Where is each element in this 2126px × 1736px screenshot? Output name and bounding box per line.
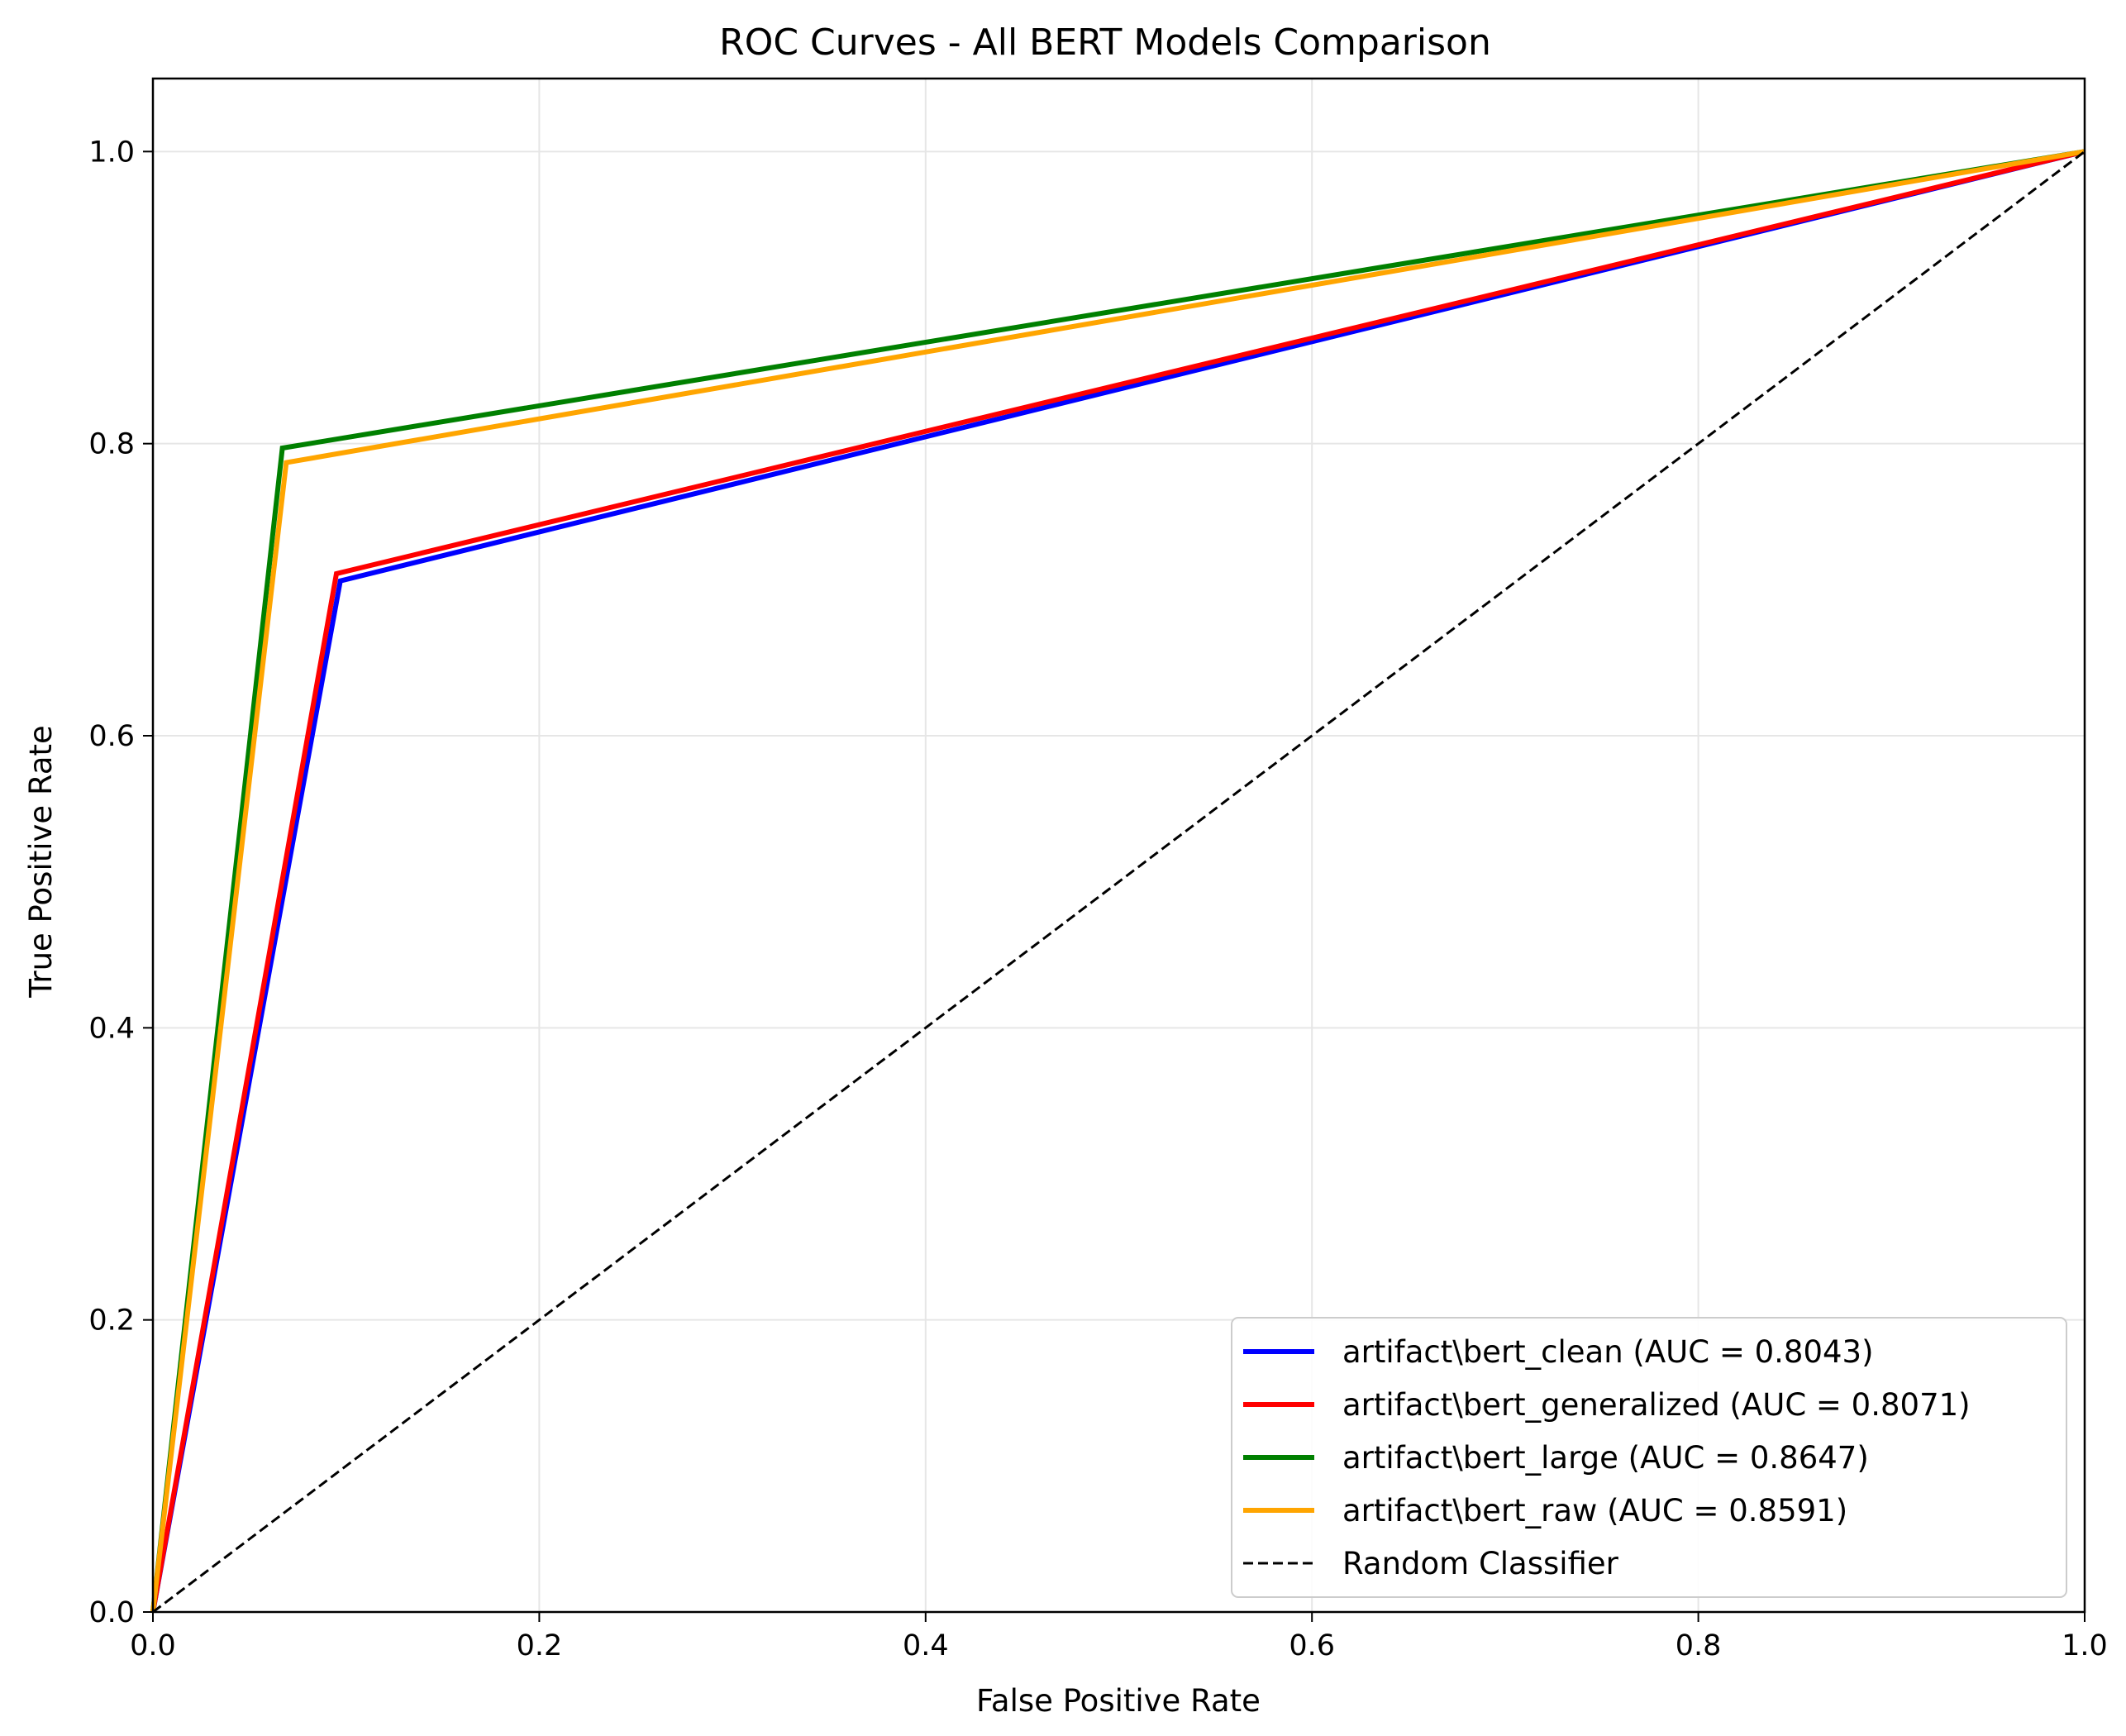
- legend-box: [1231, 1317, 2067, 1598]
- y-tick-label: 0.6: [88, 720, 135, 753]
- x-tick-label: 0.2: [517, 1629, 563, 1662]
- y-tick-label: 0.0: [88, 1596, 135, 1629]
- x-tick-label: 1.0: [2062, 1629, 2108, 1662]
- plot-area-frame: [151, 77, 2086, 1614]
- legend-label: artifact\bert_large (AUC = 0.8647): [1342, 1440, 1869, 1476]
- legend-label: artifact\bert_raw (AUC = 0.8591): [1342, 1493, 1847, 1529]
- series-line-random-classifier: [152, 150, 2085, 1614]
- series-line-artifact-bert-raw: [150, 149, 2085, 1613]
- x-tick-label: 0.4: [903, 1629, 949, 1662]
- legend-label: Random Classifier: [1342, 1546, 1619, 1581]
- x-axis-label: False Positive Rate: [976, 1683, 1261, 1719]
- series-line-artifact-bert-generalized: [150, 149, 2085, 1613]
- grid: [152, 79, 2085, 1613]
- y-tick-label: 0.8: [88, 428, 135, 461]
- legend-label: artifact\bert_generalized (AUC = 0.8071): [1342, 1387, 1971, 1423]
- x-tick-label: 0.0: [130, 1629, 176, 1662]
- series-lines: [150, 149, 2085, 1614]
- chart-title: ROC Curves - All BERT Models Comparison: [719, 21, 1491, 64]
- legend: artifact\bert_clean (AUC = 0.8043) artifa…: [1231, 1317, 2067, 1598]
- y-axis-label: True Positive Rate: [23, 725, 59, 999]
- legend-label: artifact\bert_clean (AUC = 0.8043): [1342, 1334, 1874, 1370]
- axis-ticks: 0.0 0.2 0.4 0.6 0.8 1.0 0.0 0.2 0.4 0.6 0.8 1.0: [88, 136, 2108, 1662]
- x-tick-label: 0.8: [1676, 1629, 1722, 1662]
- y-tick-label: 1.0: [88, 136, 135, 169]
- x-tick-label: 0.6: [1289, 1629, 1335, 1662]
- y-tick-label: 0.2: [88, 1304, 135, 1338]
- y-tick-label: 0.4: [88, 1012, 135, 1045]
